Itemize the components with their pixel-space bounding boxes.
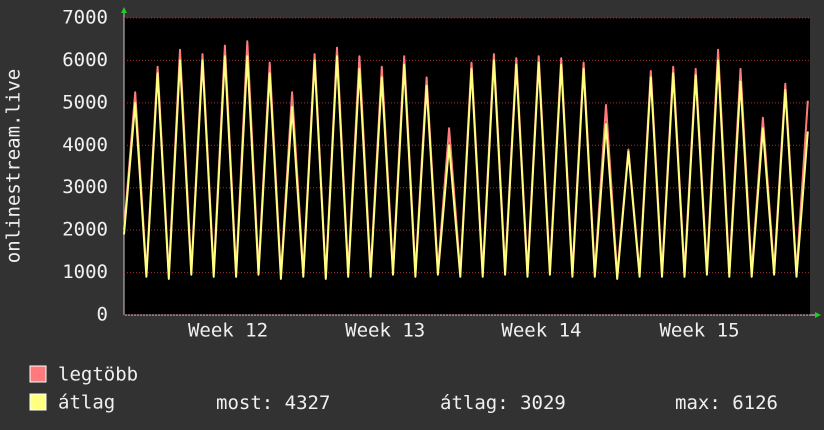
series-line — [123, 55, 809, 280]
y-tick-label: 5000 — [62, 91, 108, 113]
stat-label: max: — [675, 392, 721, 414]
legend-label: átlag — [58, 392, 115, 414]
stat-value: 3029 — [520, 392, 566, 414]
stat-label: most: — [216, 392, 273, 414]
axis-arrow — [121, 7, 127, 13]
x-tick-label: Week 12 — [188, 320, 268, 342]
stat-value: 6126 — [732, 392, 778, 414]
legend-swatch — [29, 365, 47, 383]
stat: max: 6126 — [675, 392, 778, 414]
y-tick-label: 1000 — [62, 261, 108, 283]
stat: átlag: 3029 — [440, 392, 566, 414]
x-tick-label: Week 14 — [501, 320, 581, 342]
stat-value: 4327 — [285, 392, 331, 414]
y-axis-label: onlinestream.live — [3, 69, 25, 263]
legend-swatch — [29, 393, 47, 411]
x-tick-label: Week 13 — [345, 320, 425, 342]
legend-label: legtöbb — [58, 364, 138, 386]
x-tick-label: Week 15 — [659, 320, 739, 342]
y-tick-label: 6000 — [62, 49, 108, 71]
stat-label: átlag: — [440, 392, 509, 414]
stat: most: 4327 — [216, 392, 330, 414]
axis-arrow — [815, 312, 821, 318]
y-tick-label: 3000 — [62, 176, 108, 198]
y-tick-label: 0 — [97, 304, 108, 326]
y-tick-label: 7000 — [62, 7, 108, 29]
y-tick-label: 4000 — [62, 134, 108, 156]
y-tick-label: 2000 — [62, 219, 108, 241]
